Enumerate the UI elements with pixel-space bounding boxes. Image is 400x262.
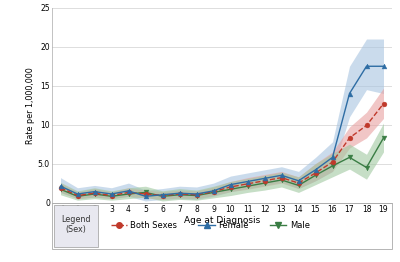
Y-axis label: Rate per 1,000,000: Rate per 1,000,000 — [26, 67, 35, 144]
Legend: Both Sexes, Female, Male: Both Sexes, Female, Male — [107, 218, 313, 233]
X-axis label: Age at Diagnosis: Age at Diagnosis — [184, 216, 260, 225]
Text: Legend
(Sex): Legend (Sex) — [61, 215, 90, 234]
FancyBboxPatch shape — [54, 205, 98, 247]
